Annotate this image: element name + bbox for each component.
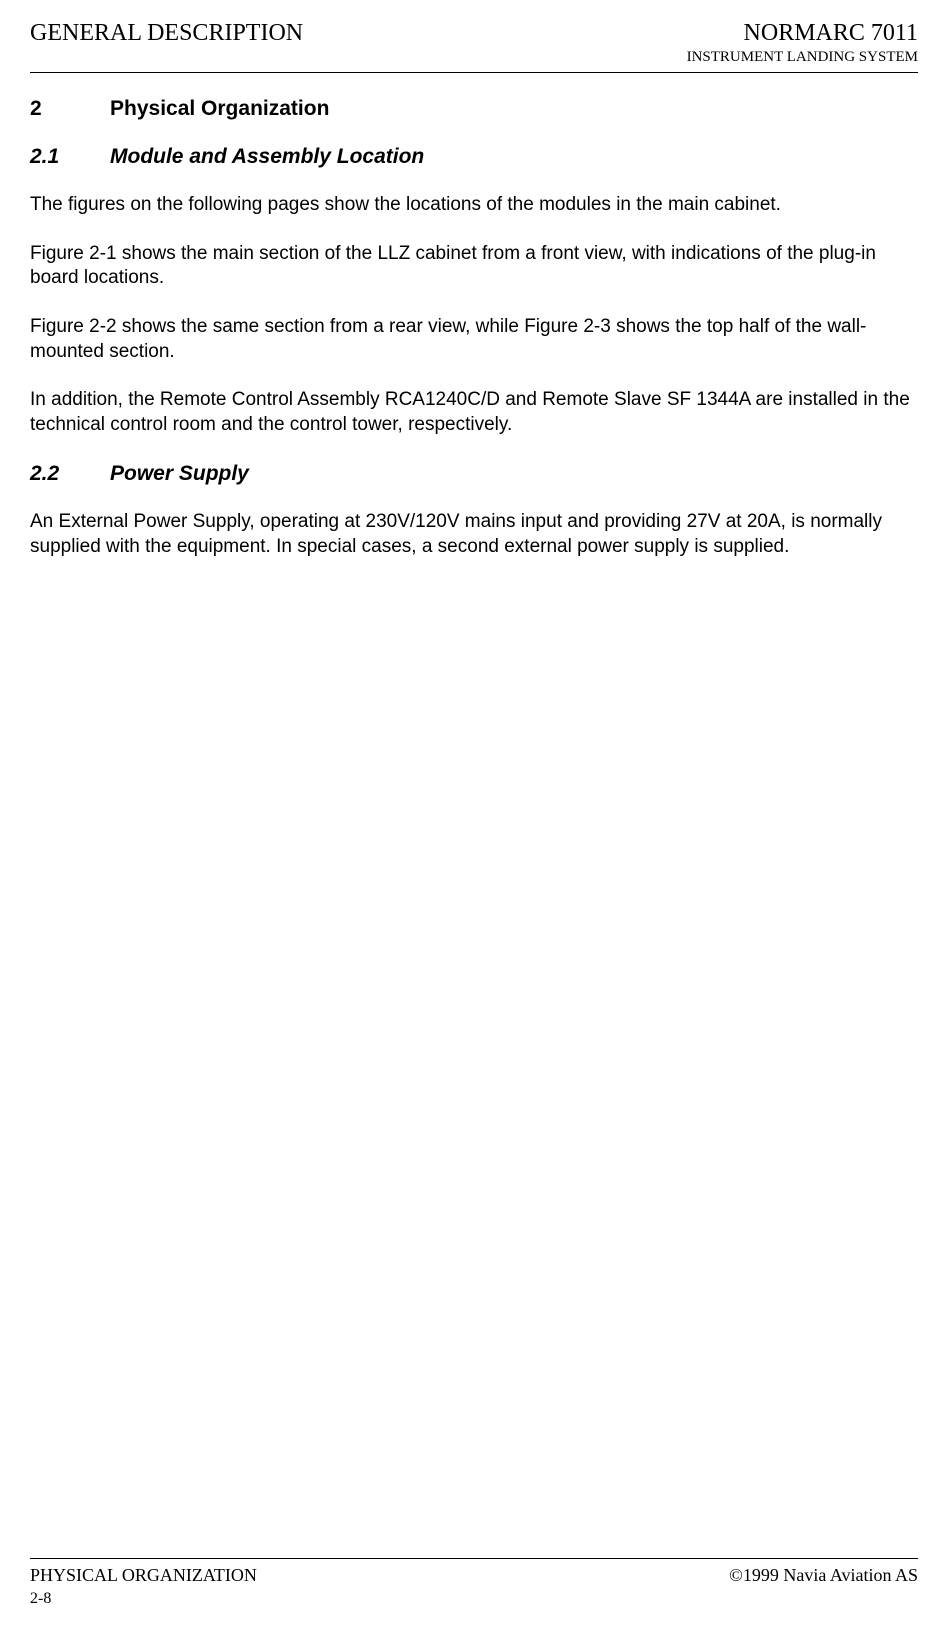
- paragraph: An External Power Supply, operating at 2…: [30, 510, 918, 559]
- section-title: Physical Organization: [110, 97, 329, 121]
- footer-divider: [30, 1558, 918, 1559]
- page-header: GENERAL DESCRIPTION NORMARC 7011 INSTRUM…: [30, 20, 918, 66]
- subsection-title: Module and Assembly Location: [110, 145, 424, 169]
- paragraph: Figure 2-1 shows the main section of the…: [30, 242, 918, 291]
- header-product-subtitle: INSTRUMENT LANDING SYSTEM: [687, 49, 918, 66]
- paragraph: Figure 2-2 shows the same section from a…: [30, 315, 918, 364]
- section-heading: 2 Physical Organization: [30, 97, 918, 121]
- page-footer: PHYSICAL ORGANIZATION ©1999 Navia Aviati…: [30, 1558, 918, 1608]
- subsection-heading-2-2: 2.2 Power Supply: [30, 462, 918, 486]
- section-number: 2: [30, 97, 110, 121]
- header-right-block: NORMARC 7011 INSTRUMENT LANDING SYSTEM: [687, 20, 918, 66]
- header-left-title: GENERAL DESCRIPTION: [30, 20, 303, 47]
- paragraph: In addition, the Remote Control Assembly…: [30, 388, 918, 437]
- subsection-heading-2-1: 2.1 Module and Assembly Location: [30, 145, 918, 169]
- header-product-name: NORMARC 7011: [687, 20, 918, 47]
- footer-page-number: 2-8: [30, 1590, 918, 1608]
- footer-copyright: ©1999 Navia Aviation AS: [729, 1565, 918, 1586]
- subsection-title: Power Supply: [110, 462, 249, 486]
- paragraph: The figures on the following pages show …: [30, 193, 918, 218]
- footer-row: PHYSICAL ORGANIZATION ©1999 Navia Aviati…: [30, 1565, 918, 1586]
- footer-section-name: PHYSICAL ORGANIZATION: [30, 1565, 257, 1586]
- subsection-number: 2.1: [30, 145, 110, 169]
- header-divider: [30, 72, 918, 73]
- subsection-number: 2.2: [30, 462, 110, 486]
